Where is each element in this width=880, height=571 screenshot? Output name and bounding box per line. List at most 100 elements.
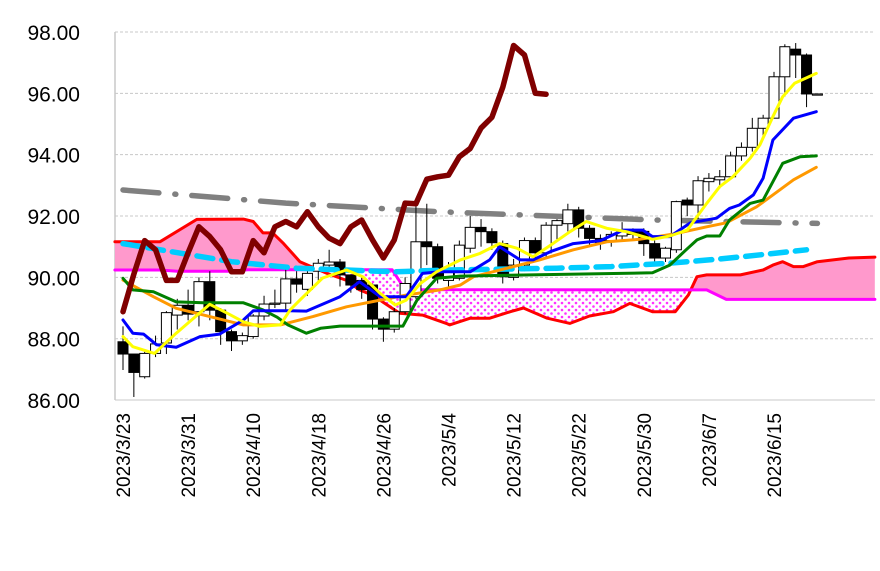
candlestick [475, 219, 487, 247]
candlestick [182, 289, 194, 321]
candle-body-bearish [128, 353, 140, 373]
candle-body-bullish [692, 180, 704, 206]
line-yellow-line [121, 71, 818, 355]
candle-body-bearish [649, 243, 661, 259]
candlestick [291, 271, 303, 293]
x-tick-label: 2023/3/23 [114, 413, 135, 498]
y-tick-label: 86.00 [27, 390, 80, 413]
candlestick [388, 308, 400, 333]
candle-body-bullish [768, 76, 780, 119]
candle-body-bullish [757, 117, 769, 129]
candlestick [215, 308, 227, 345]
y-tick-label: 94.00 [27, 145, 80, 168]
candlestick [779, 44, 791, 97]
candle-body-bearish [377, 318, 389, 330]
x-tick-label: 2023/4/26 [374, 413, 395, 498]
candlestick [681, 197, 693, 217]
candle-body-bullish [139, 352, 151, 378]
candle-body-bearish [226, 331, 237, 342]
candle-body-bullish [236, 335, 248, 342]
candle-body-bearish [475, 226, 487, 233]
x-tick-label: 2023/4/18 [309, 413, 330, 498]
x-tick-label: 2023/5/30 [635, 413, 656, 498]
candlesticks [117, 43, 823, 397]
candlestick [421, 203, 433, 266]
candle-body-bullish [323, 261, 335, 266]
y-tick-label: 96.00 [27, 83, 80, 106]
candle-body-bearish [801, 54, 813, 95]
candlestick [236, 332, 248, 345]
x-tick-label: 2023/3/31 [179, 413, 200, 498]
candlestick [464, 216, 476, 253]
candle-body-bearish [421, 241, 433, 248]
candle-body-bearish [486, 231, 498, 244]
candle-body-bearish [584, 227, 596, 239]
line-green-line [121, 154, 818, 335]
candle-body-bullish [280, 278, 292, 304]
candlestick [670, 200, 682, 253]
candle-body-bullish [714, 176, 726, 181]
x-tick-label: 2023/4/10 [244, 413, 265, 498]
candle-body-bullish [660, 247, 671, 259]
candlestick [703, 173, 715, 192]
long-ma-gray-line [120, 187, 821, 227]
candlestick [128, 353, 140, 397]
candle-body-bearish [681, 199, 693, 206]
line-blue-line [121, 110, 818, 349]
candle-body-bullish [670, 201, 682, 251]
candle-body-bullish [811, 93, 823, 96]
candle-body-bullish [779, 46, 791, 78]
candlestick [790, 43, 802, 79]
candlestick [573, 206, 585, 238]
candlestick [649, 240, 661, 266]
x-tick-label: 2023/6/15 [765, 413, 786, 498]
candlestick [551, 219, 563, 241]
candlestick [323, 249, 335, 269]
candle-body-bearish [573, 209, 585, 229]
candlestick [562, 203, 574, 232]
x-tick-label: 2023/5/22 [570, 413, 591, 498]
candle-body-bullish [735, 146, 747, 157]
x-tick-label: 2023/6/7 [700, 413, 721, 487]
lagging-span-maroon-line [120, 42, 549, 315]
candle-body-bearish [345, 274, 357, 286]
candlestick [811, 93, 823, 96]
ma-cyan-line [120, 240, 810, 275]
span-red-line [113, 217, 877, 327]
x-tick-label: 2023/5/12 [505, 413, 526, 498]
candlestick [746, 117, 758, 152]
candlestick [139, 350, 151, 379]
candle-body-bullish [464, 226, 476, 249]
candlestick [660, 246, 671, 263]
candle-body-bullish [746, 127, 758, 148]
x-axis: 2023/3/23 2023/3/31 2023/4/10 2023/4/18 2023… [114, 413, 786, 498]
y-axis: 98.00 96.00 94.00 92.00 90.00 88.00 86.00 [27, 22, 116, 413]
candle-body-bearish [117, 341, 129, 355]
y-tick-label: 92.00 [27, 206, 80, 229]
candle-body-bearish [529, 240, 541, 254]
candlestick [768, 71, 780, 119]
candle-body-bullish [269, 302, 281, 305]
candlestick [204, 271, 216, 321]
candle-body-bullish [301, 272, 313, 290]
candle-body-bearish [790, 48, 802, 56]
candlestick [692, 176, 704, 220]
candlestick [280, 268, 292, 312]
candlestick [377, 317, 389, 342]
candlestick [117, 326, 129, 370]
candle-body-bullish [388, 311, 400, 330]
candlestick [226, 329, 237, 351]
candlestick [735, 142, 747, 161]
candle-body-bullish [703, 177, 715, 183]
candle-body-bullish [551, 220, 563, 226]
indicator-lines [120, 42, 818, 355]
candle-body-bearish [204, 281, 216, 311]
y-tick-label: 98.00 [27, 22, 80, 45]
y-tick-label: 90.00 [27, 267, 80, 290]
y-tick-label: 88.00 [27, 329, 80, 352]
candle-body-bullish [562, 209, 574, 225]
candlestick [269, 289, 281, 309]
candle-body-bullish [193, 281, 205, 313]
x-tick-label: 2023/5/4 [440, 413, 461, 487]
